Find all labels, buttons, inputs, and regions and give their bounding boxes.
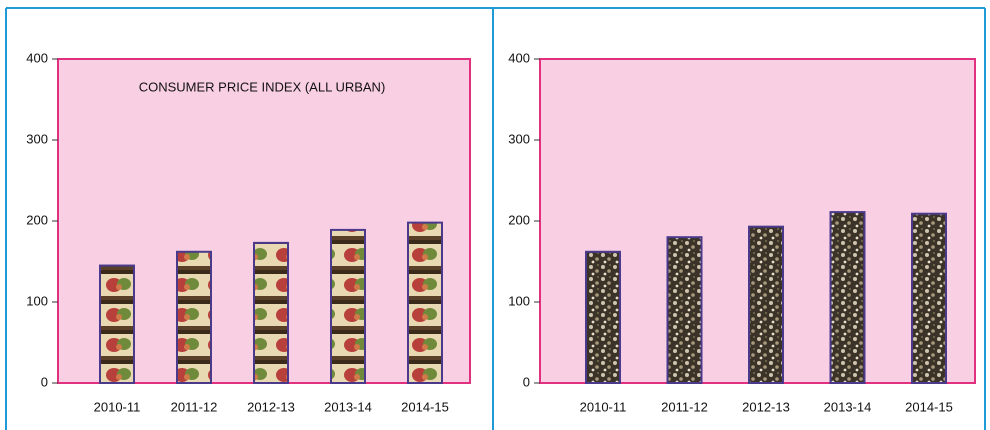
bar [330,228,366,384]
bar [99,264,135,384]
y-tick-label: 0 [523,374,530,389]
bar [253,241,289,384]
y-tick-label: 100 [26,293,48,308]
chart-title: CONSUMER PRICE INDEX (ALL URBAN) [139,79,386,94]
bar [666,236,703,384]
x-tick-label: 2011-12 [661,399,708,414]
x-tick-label: 2010-11 [94,399,141,414]
x-tick-label: 2012-13 [742,399,790,414]
bar [585,250,621,384]
y-tick-label: 0 [41,374,48,389]
x-tick-label: 2012-13 [247,399,295,414]
bar [407,221,443,384]
bar [829,211,866,384]
x-tick-label: 2014-15 [401,399,449,414]
y-tick-label: 400 [26,50,48,65]
panel-frame [5,7,986,430]
y-tick-label: 400 [508,50,530,65]
x-tick-label: 2014-15 [905,399,953,414]
x-tick-label: 2011-12 [171,399,218,414]
bar [911,212,947,384]
x-tick-label: 2013-14 [324,399,372,414]
x-tick-label: 2013-14 [824,399,872,414]
y-tick-label: 100 [508,293,530,308]
x-tick-label: 2010-11 [580,399,627,414]
bar [748,225,784,384]
y-tick-label: 200 [508,212,530,227]
y-tick-label: 300 [508,131,530,146]
y-tick-label: 200 [26,212,48,227]
y-tick-label: 300 [26,131,48,146]
bar [176,250,212,384]
